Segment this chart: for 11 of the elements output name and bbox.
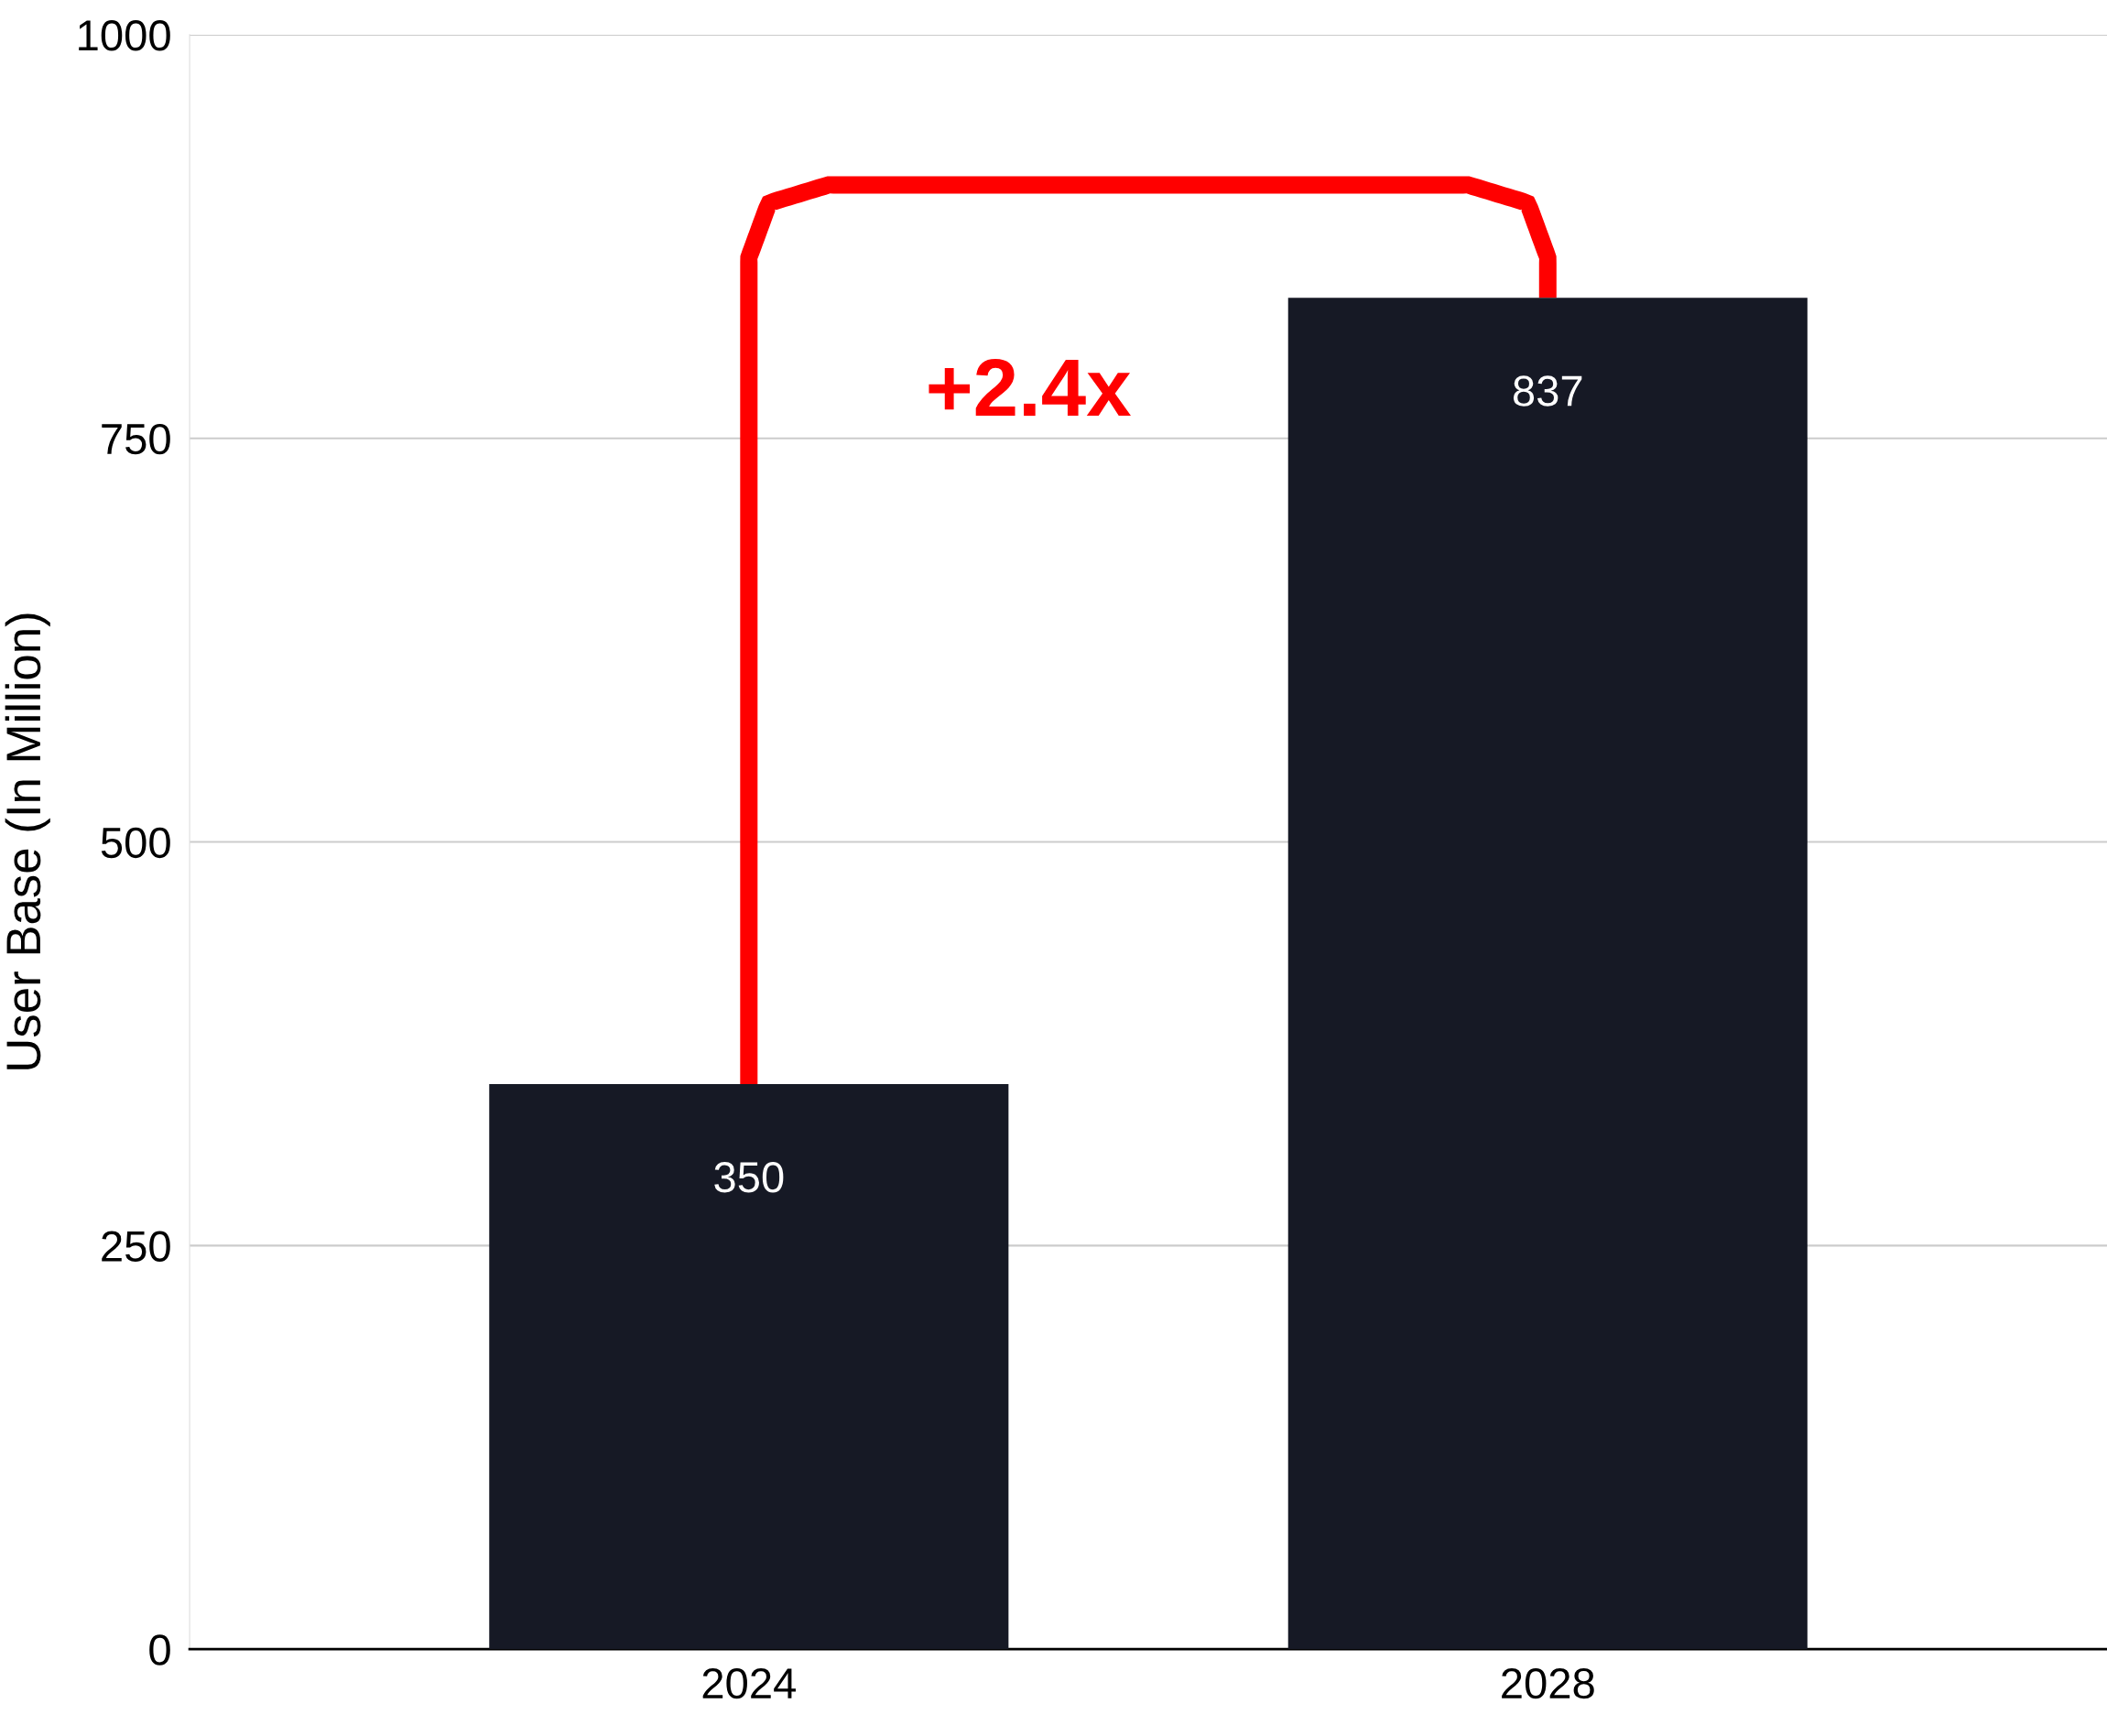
y-tick-label: 0	[149, 1634, 170, 1665]
x-tick-label: 2028	[1502, 1667, 1594, 1699]
data-label: 350	[714, 1162, 784, 1193]
y-tick-label: 250	[102, 1231, 170, 1262]
y-tick-label: 1000	[79, 20, 170, 51]
data-label: 837	[1513, 375, 1582, 407]
annotation: +2.4x	[929, 359, 1131, 417]
y-axis-title: User Base (In Million)	[5, 613, 50, 1069]
y-tick-label: 500	[101, 827, 170, 859]
x-tick-label: 2024	[702, 1667, 796, 1699]
y-tick-label: 750	[102, 423, 170, 455]
